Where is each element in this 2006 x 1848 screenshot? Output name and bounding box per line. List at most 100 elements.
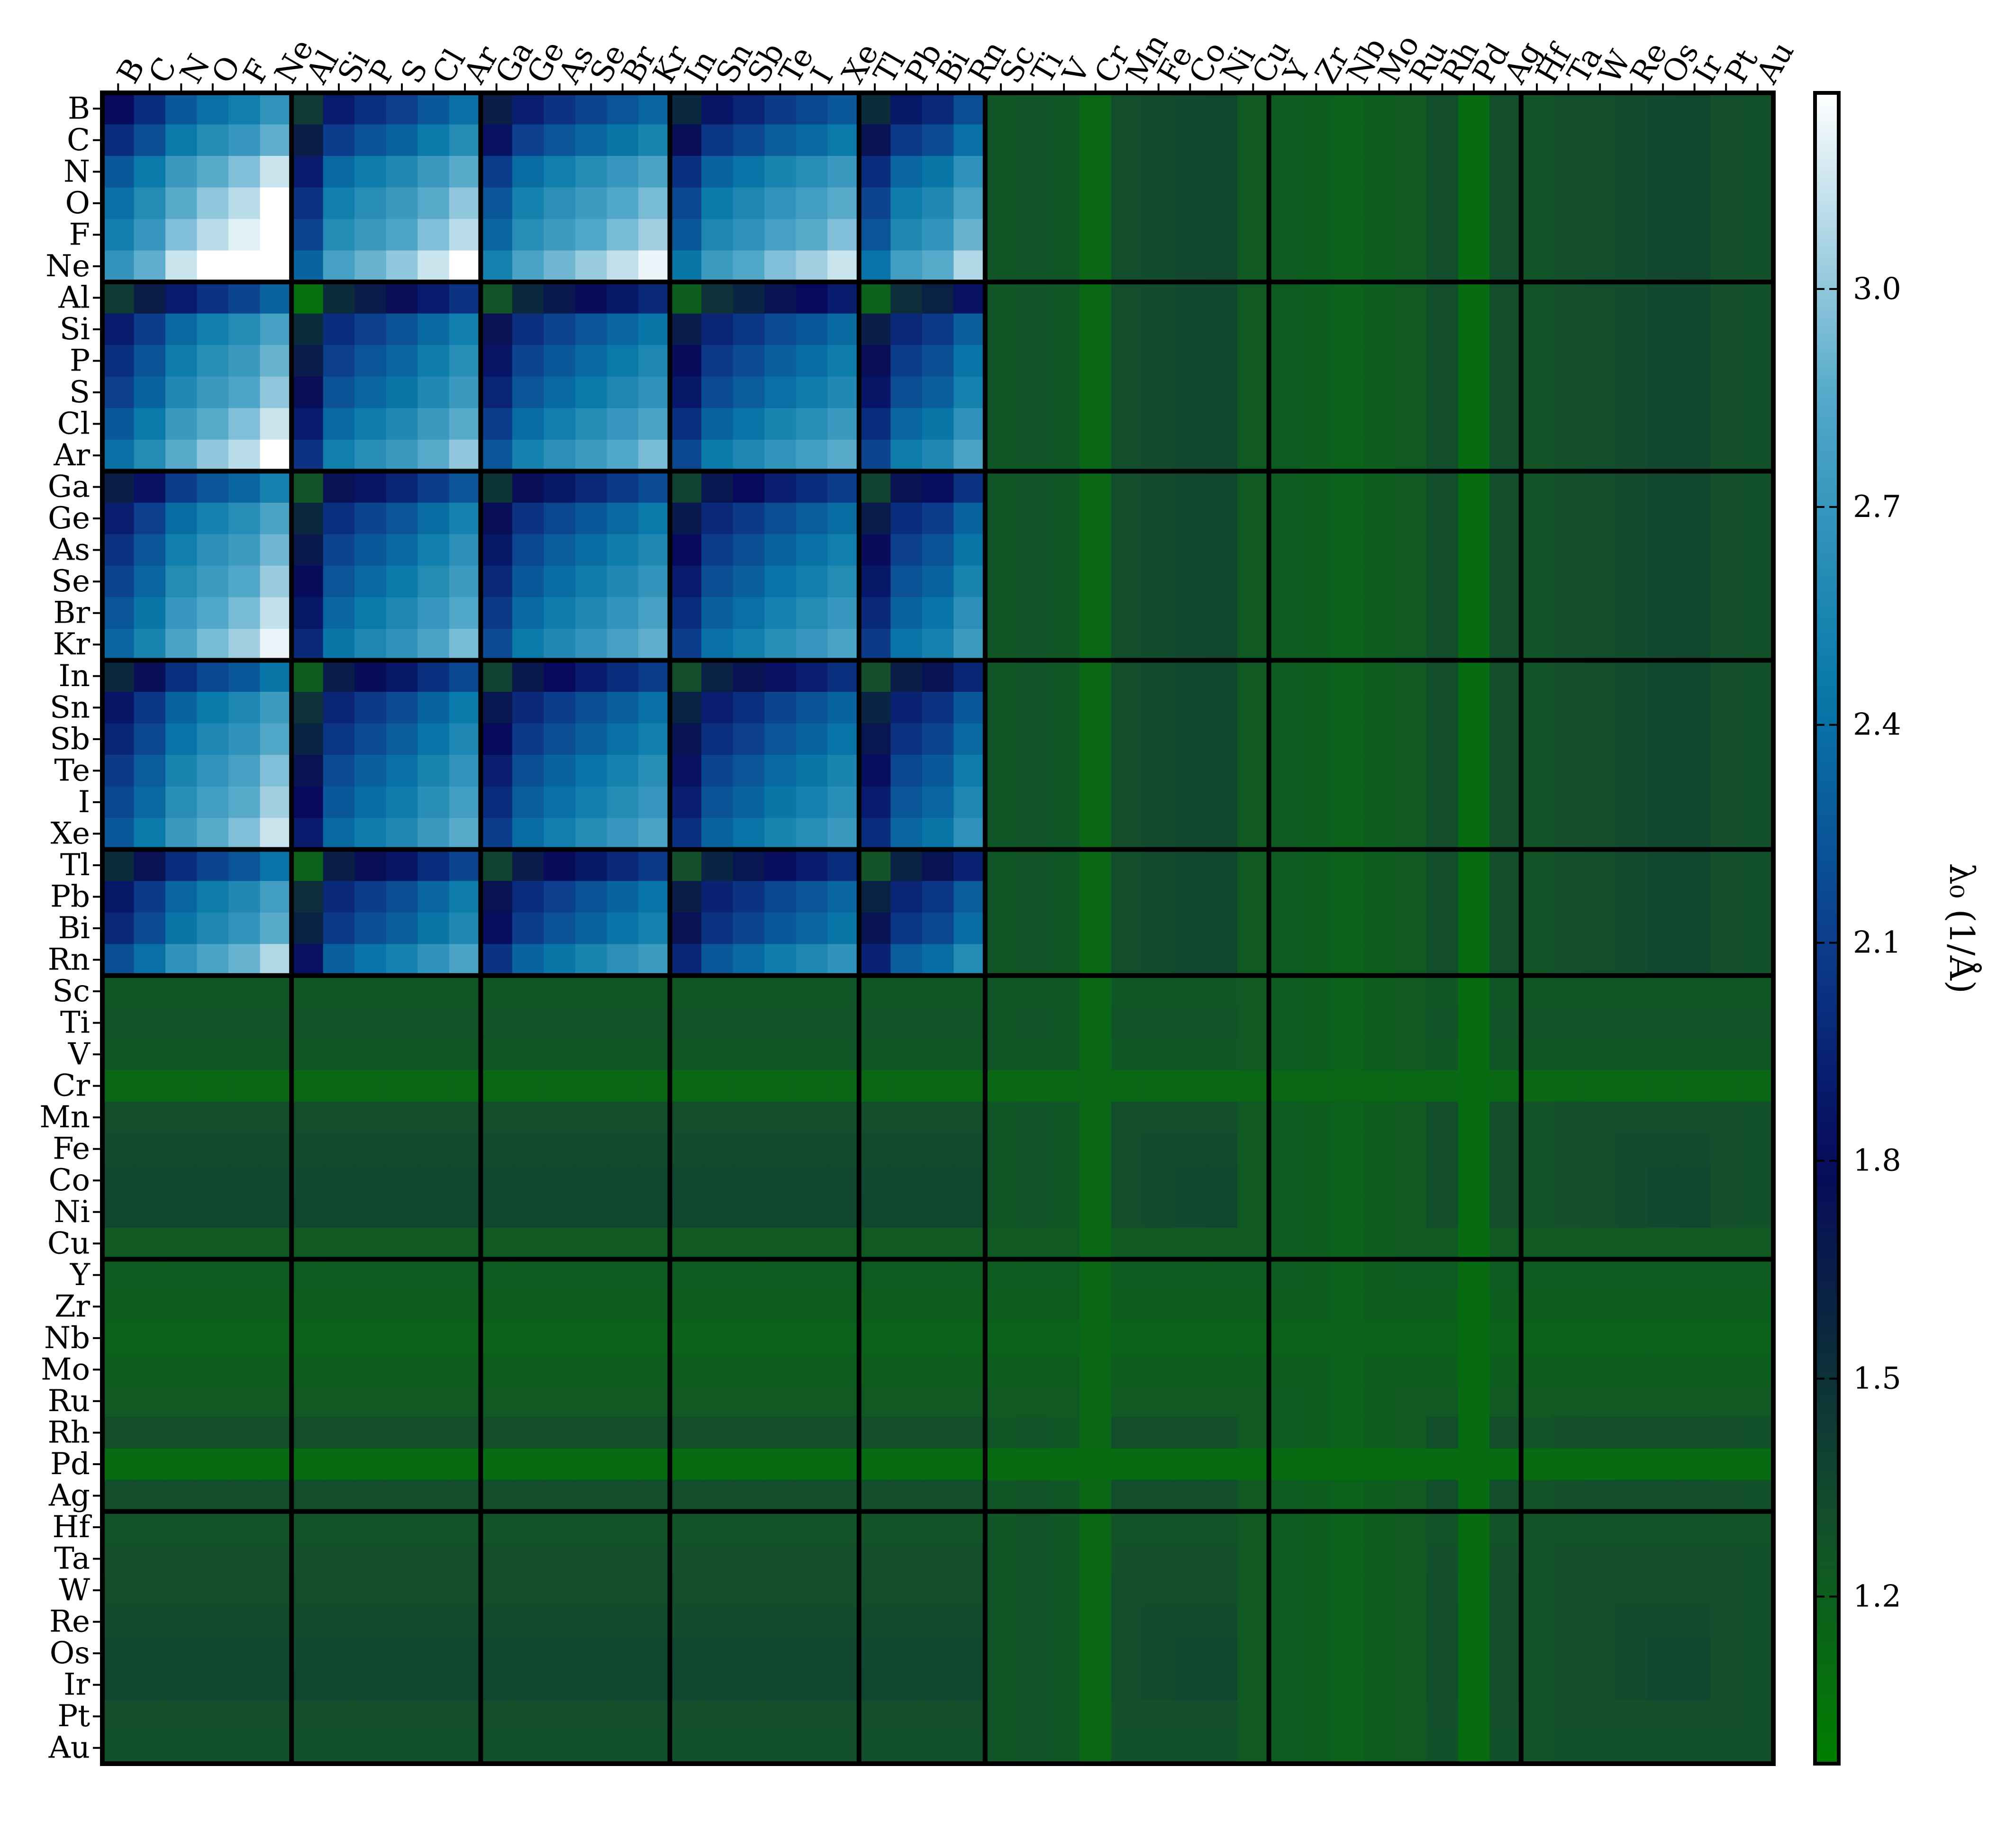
heatmap-cell-Ni-Hf <box>1521 1196 1553 1228</box>
heatmap-cell-V-C <box>134 1038 166 1070</box>
heatmap-cell-W-Re <box>1616 1574 1648 1606</box>
heatmap-cell-Sn-P <box>354 692 387 724</box>
heatmap-cell-Sb-N <box>165 723 198 755</box>
heatmap-cell-Xe-Rh <box>1426 818 1459 850</box>
heatmap-cell-Ar-Hf <box>1521 439 1553 471</box>
heatmap-cell-Cr-Kr <box>638 1070 671 1102</box>
heatmap-cell-Se-Mo <box>1363 565 1396 598</box>
heatmap-cell-Tl-Mn <box>1111 849 1144 881</box>
heatmap-cell-Se-Cu <box>1237 565 1270 598</box>
heatmap-cell-Ru-Sc <box>985 1385 1017 1417</box>
heatmap-cell-Ta-Sb <box>733 1543 765 1575</box>
heatmap-cell-Cl-Ni <box>1206 408 1238 440</box>
heatmap-cell-Ru-Se <box>575 1385 608 1417</box>
heatmap-cell-Pt-Zr <box>1300 1700 1333 1733</box>
heatmap-cell-In-O <box>197 660 229 692</box>
heatmap-cell-Ru-Al <box>291 1385 324 1417</box>
heatmap-cell-Bi-Se <box>575 912 608 944</box>
heatmap-cell-Cl-P <box>354 408 387 440</box>
heatmap-cell-Sn-Hf <box>1521 692 1553 724</box>
heatmap-cell-S-Sc <box>985 376 1017 408</box>
heatmap-cell-Ta-Rn <box>953 1543 986 1575</box>
heatmap-cell-Ni-Al <box>291 1196 324 1228</box>
heatmap-cell-Tl-Zr <box>1300 849 1333 881</box>
heatmap-cell-W-Br <box>607 1574 639 1606</box>
heatmap-cell-Ga-Mn <box>1111 471 1144 503</box>
heatmap-cell-Zr-Cu <box>1237 1291 1270 1323</box>
heatmap-cell-Ne-Cl <box>418 250 450 282</box>
heatmap-cell-Ta-Mo <box>1363 1543 1396 1575</box>
heatmap-cell-Ga-C <box>134 471 166 503</box>
heatmap-cell-F-Cr <box>1080 219 1112 251</box>
heatmap-cell-Ag-Hf <box>1521 1480 1553 1512</box>
heatmap-cell-Te-I <box>796 755 828 787</box>
heatmap-cell-Fe-B <box>102 1133 135 1165</box>
heatmap-cell-Nb-Mn <box>1111 1322 1144 1354</box>
heatmap-cell-Sc-P <box>354 975 387 1007</box>
heatmap-cell-Cl-Tl <box>859 408 891 440</box>
heatmap-cell-P-Te <box>764 345 797 377</box>
heatmap-cell-C-Ne <box>260 124 292 156</box>
heatmap-cell-Xe-Zr <box>1300 818 1333 850</box>
heatmap-cell-Ar-S <box>386 439 418 471</box>
heatmap-cell-O-Ru <box>1395 187 1427 219</box>
heatmap-cell-As-Ag <box>1489 534 1522 566</box>
heatmap-cell-V-Hf <box>1521 1038 1553 1070</box>
heatmap-cell-Re-Rh <box>1426 1606 1459 1638</box>
heatmap-cell-Y-Pb <box>890 1259 923 1291</box>
heatmap-cell-Cr-P <box>354 1070 387 1102</box>
heatmap-cell-In-Si <box>323 660 355 692</box>
heatmap-cell-Ag-In <box>670 1480 702 1512</box>
heatmap-cell-C-S <box>386 124 418 156</box>
heatmap-cell-Pb-Rh <box>1426 881 1459 913</box>
heatmap-cell-Br-Rn <box>953 597 986 629</box>
heatmap-cell-Ni-F <box>228 1196 261 1228</box>
heatmap-cell-Br-Ti <box>1017 597 1049 629</box>
colorbar-tick-label-6: 3.0 <box>1853 272 1901 307</box>
heatmap-cell-W-Os <box>1647 1574 1679 1606</box>
heatmap-cell-Kr-Hf <box>1521 628 1553 661</box>
heatmap-cell-Zr-Y <box>1269 1291 1301 1323</box>
heatmap-cell-Cu-Ni <box>1206 1228 1238 1260</box>
heatmap-cell-Ir-Mn <box>1111 1669 1144 1701</box>
heatmap-cell-Pb-Ag <box>1489 881 1522 913</box>
heatmap-cell-Cu-Ti <box>1017 1228 1049 1260</box>
heatmap-cell-Ar-Kr <box>638 439 671 471</box>
heatmap-cell-P-Bi <box>922 345 954 377</box>
heatmap-cell-Cl-As <box>544 408 576 440</box>
heatmap-cell-Ti-Kr <box>638 1007 671 1039</box>
heatmap-cell-Re-Pt <box>1710 1606 1743 1638</box>
heatmap-cell-S-Ge <box>512 376 544 408</box>
heatmap-cell-As-As <box>544 534 576 566</box>
y-tick-label-Sc: Sc <box>52 974 90 1009</box>
heatmap-cell-Re-Br <box>607 1606 639 1638</box>
heatmap-cell-Sc-Al <box>291 975 324 1007</box>
heatmap-cell-Pd-Sc <box>985 1448 1017 1480</box>
heatmap-cell-Br-B <box>102 597 135 629</box>
heatmap-cell-Cr-Mo <box>1363 1070 1396 1102</box>
heatmap-cell-O-Ir <box>1679 187 1711 219</box>
heatmap-cell-Mo-Cr <box>1080 1354 1112 1386</box>
heatmap-cell-Ru-Fe <box>1143 1385 1175 1417</box>
heatmap-cell-Bi-Nb <box>1332 912 1364 944</box>
heatmap-cell-Si-Sb <box>733 313 765 345</box>
heatmap-cell-Te-V <box>1048 755 1080 787</box>
heatmap-cell-B-Y <box>1269 93 1301 125</box>
heatmap-cell-Nb-Nb <box>1332 1322 1364 1354</box>
heatmap-cell-O-Fe <box>1143 187 1175 219</box>
heatmap-cell-Cr-Sn <box>701 1070 734 1102</box>
heatmap-cell-Co-Ne <box>260 1164 292 1197</box>
heatmap-cell-Au-N <box>165 1732 198 1764</box>
heatmap-cell-Sc-O <box>197 975 229 1007</box>
heatmap-cell-Ar-Ge <box>512 439 544 471</box>
heatmap-cell-Te-Fe <box>1143 755 1175 787</box>
heatmap-cell-Re-F <box>228 1606 261 1638</box>
heatmap-cell-Cl-Te <box>764 408 797 440</box>
heatmap-cell-Te-Hf <box>1521 755 1553 787</box>
heatmap-cell-Fe-Sc <box>985 1133 1017 1165</box>
heatmap-cell-Ne-B <box>102 250 135 282</box>
heatmap-cell-Y-Ir <box>1679 1259 1711 1291</box>
heatmap-cell-Pb-Si <box>323 881 355 913</box>
heatmap-cell-Pb-Cr <box>1080 881 1112 913</box>
heatmap-cell-Pd-Kr <box>638 1448 671 1480</box>
